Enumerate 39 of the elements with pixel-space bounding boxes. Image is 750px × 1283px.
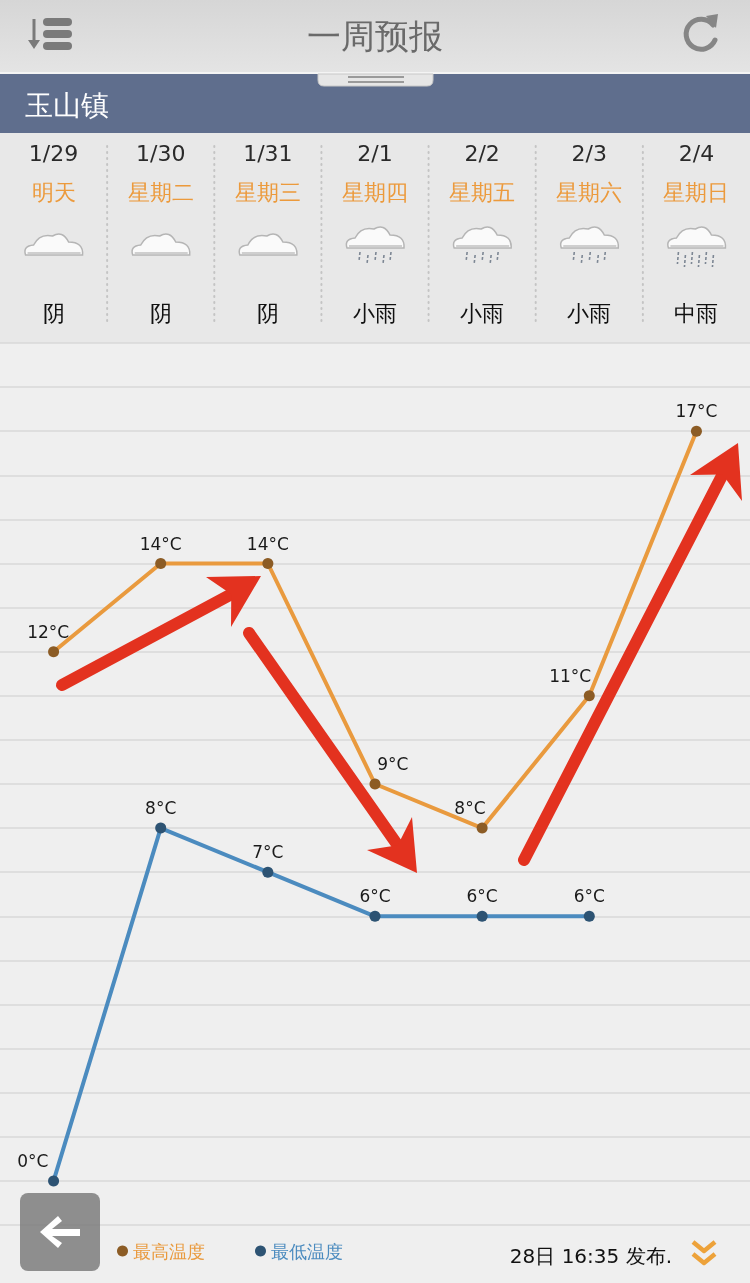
data-label: 0°C xyxy=(17,1150,49,1171)
data-label: 8°C xyxy=(454,798,486,819)
x-tick-label: 2/3 xyxy=(571,140,607,166)
text: 小雨 xyxy=(353,300,397,326)
data-label: 6°C xyxy=(359,886,391,907)
text: 阴 xyxy=(149,300,172,326)
data-label: 17°C xyxy=(675,401,718,422)
text: 星期五 xyxy=(449,179,516,205)
x-tick-label: 2/1 xyxy=(357,140,393,166)
legend-label: 最高温度 xyxy=(133,1240,205,1262)
data-label: 12°C xyxy=(27,621,70,642)
data-label: 7°C xyxy=(252,842,284,863)
x-tick-label: 2/4 xyxy=(678,140,715,166)
x-tick-label: 1/30 xyxy=(136,140,186,166)
x-tick-label: 1/31 xyxy=(243,140,293,166)
data-label: 14°C xyxy=(139,533,182,554)
text: 小雨 xyxy=(567,300,612,326)
text: 星期六 xyxy=(556,179,623,205)
text: 星期二 xyxy=(127,179,194,205)
text: 阴 xyxy=(256,300,279,326)
chart-title: 一周预报 xyxy=(307,16,443,56)
text: 星期日 xyxy=(663,179,730,205)
text: 星期三 xyxy=(234,179,301,205)
x-tick-label: 1/29 xyxy=(28,140,79,166)
text: 阴 xyxy=(42,300,65,326)
data-label: 14°C xyxy=(246,533,289,554)
text: 星期四 xyxy=(342,179,408,205)
data-label: 6°C xyxy=(466,886,498,907)
text: 明天 xyxy=(31,179,76,205)
data-label: 11°C xyxy=(549,665,592,686)
data-label: 6°C xyxy=(573,886,605,907)
x-tick-label: 2/2 xyxy=(464,140,500,166)
data-label: 9°C xyxy=(377,754,409,774)
text: 28日 16:35 发布. xyxy=(509,1244,673,1268)
text: 小雨 xyxy=(460,300,505,326)
data-label: 8°C xyxy=(145,798,177,819)
legend-label: 最低温度 xyxy=(271,1240,343,1262)
chart-subtitle: 玉山镇 xyxy=(25,88,109,122)
text: 中雨 xyxy=(674,300,719,326)
